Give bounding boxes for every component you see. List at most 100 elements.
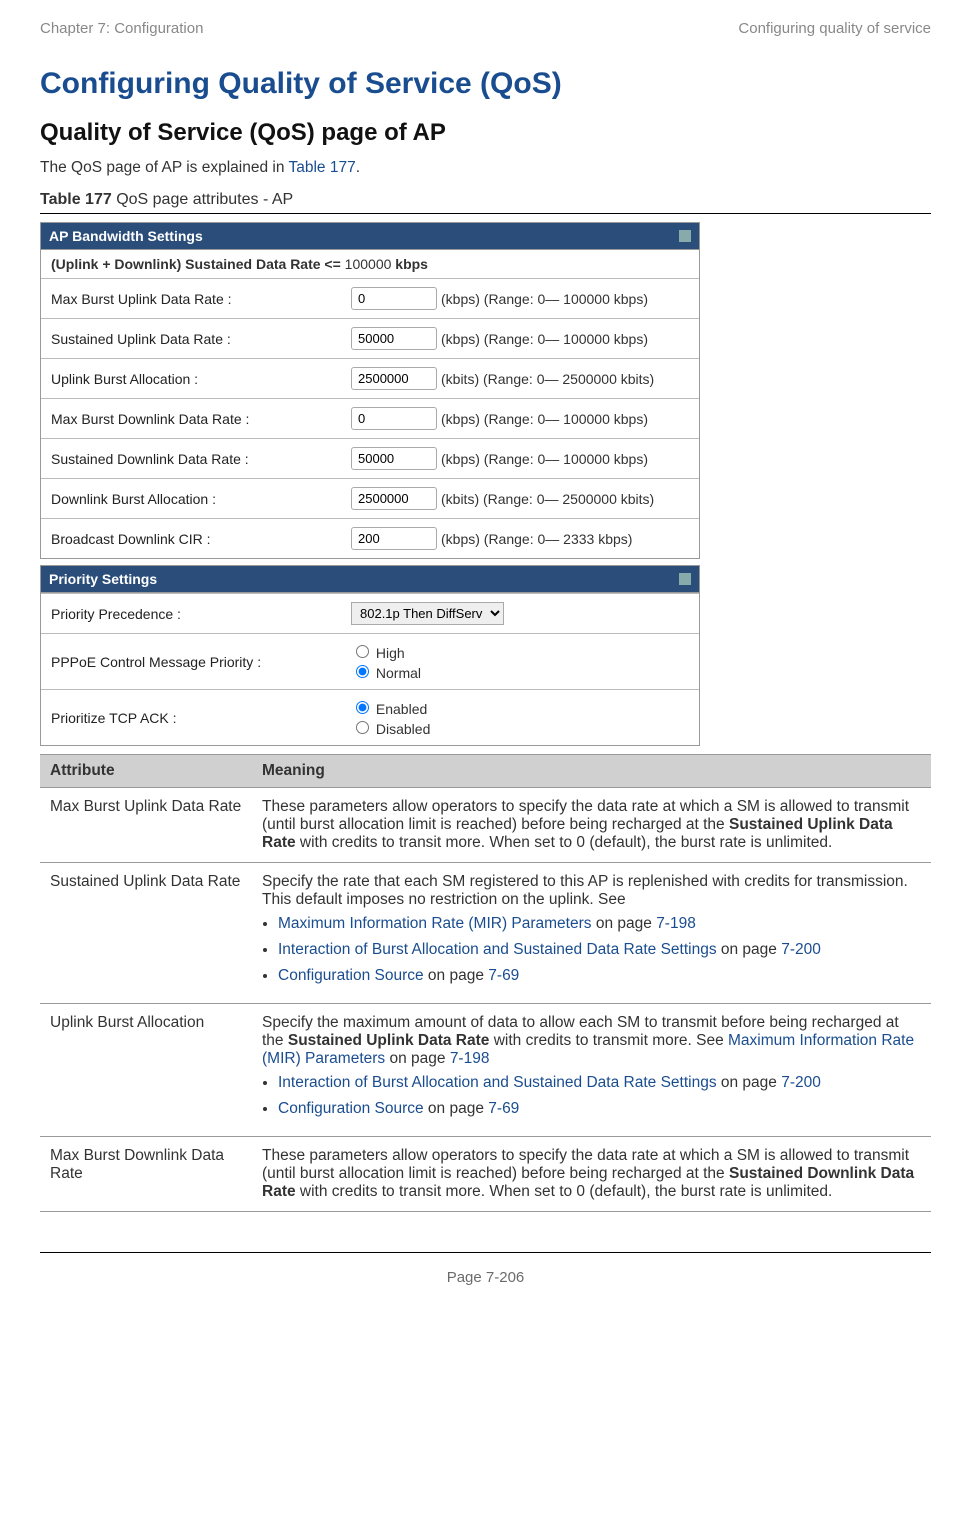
th-meaning: Meaning (252, 755, 931, 788)
r2-li1b: on page (592, 915, 657, 932)
bw-label: Uplink Burst Allocation : (51, 371, 351, 387)
header-right: Configuring quality of service (738, 20, 931, 37)
r3-page2[interactable]: 7-69 (488, 1100, 519, 1117)
r3-link2[interactable]: Configuration Source (278, 1100, 424, 1117)
r3-t2: with credits to transmit more. See (489, 1032, 728, 1049)
footer-wrap: Page 7-206 (40, 1252, 931, 1286)
table-row: Sustained Uplink Data Rate Specify the r… (40, 863, 931, 1004)
list-item: Maximum Information Rate (MIR) Parameter… (278, 915, 921, 933)
ap-bandwidth-title: AP Bandwidth Settings (49, 228, 203, 244)
th-attribute: Attribute (40, 755, 252, 788)
attr-name: Sustained Uplink Data Rate (40, 863, 252, 1004)
precedence-select[interactable]: 802.1p Then DiffServ (351, 602, 504, 625)
r2-page2[interactable]: 7-200 (781, 941, 821, 958)
tcp-row: Prioritize TCP ACK : Enabled Disabled (41, 689, 699, 745)
attr-meaning: Specify the rate that each SM registered… (252, 863, 931, 1004)
table-caption: Table 177 QoS page attributes - AP (40, 191, 931, 209)
r3-b: Sustained Uplink Data Rate (288, 1032, 490, 1049)
table-row: Uplink Burst Allocation Specify the maxi… (40, 1004, 931, 1137)
tcp-enabled-radio[interactable] (356, 701, 369, 714)
bw-label: Downlink Burst Allocation : (51, 491, 351, 507)
list-item: Configuration Source on page 7-69 (278, 1100, 921, 1118)
list-item: Interaction of Burst Allocation and Sust… (278, 1074, 921, 1092)
bw-suffix: (kbits) (Range: 0— 2500000 kbits) (441, 491, 654, 507)
priority-title: Priority Settings (49, 571, 157, 587)
tcp-disabled-text: Disabled (376, 721, 430, 737)
tcp-disabled-radio[interactable] (356, 721, 369, 734)
pppoe-normal-text: Normal (376, 665, 421, 681)
sum-val: 100000 (341, 256, 396, 272)
precedence-label: Priority Precedence : (51, 606, 351, 622)
pppoe-high[interactable]: High (351, 642, 405, 661)
sum-b2: kbps (395, 256, 428, 272)
bw-label: Max Burst Downlink Data Rate : (51, 411, 351, 427)
table-row: Max Burst Uplink Data Rate These paramet… (40, 788, 931, 863)
bw-row: Max Burst Downlink Data Rate : (kbps) (R… (41, 398, 699, 438)
attr-name: Uplink Burst Allocation (40, 1004, 252, 1137)
pppoe-normal[interactable]: Normal (351, 662, 421, 681)
pppoe-normal-radio[interactable] (356, 665, 369, 678)
page-footer: Page 7-206 (40, 1269, 931, 1286)
r3-t3b: on page (385, 1050, 450, 1067)
bw-label: Sustained Uplink Data Rate : (51, 331, 351, 347)
tcp-enabled[interactable]: Enabled (351, 698, 427, 717)
bw-suffix: (kbps) (Range: 0— 100000 kbps) (441, 331, 648, 347)
bw-input[interactable] (351, 487, 437, 510)
bw-label: Sustained Downlink Data Rate : (51, 451, 351, 467)
tcp-disabled[interactable]: Disabled (351, 718, 430, 737)
bw-input[interactable] (351, 407, 437, 430)
r2-link1[interactable]: Maximum Information Rate (MIR) Parameter… (278, 915, 592, 932)
pppoe-high-radio[interactable] (356, 645, 369, 658)
bw-suffix: (kbps) (Range: 0— 100000 kbps) (441, 451, 648, 467)
ap-bandwidth-header: AP Bandwidth Settings (41, 223, 699, 250)
precedence-row: Priority Precedence : 802.1p Then DiffSe… (41, 593, 699, 633)
tcp-enabled-text: Enabled (376, 701, 427, 717)
bw-row: Max Burst Uplink Data Rate : (kbps) (Ran… (41, 278, 699, 318)
r3-page1[interactable]: 7-200 (781, 1074, 821, 1091)
r3-page0[interactable]: 7-198 (450, 1050, 490, 1067)
attr-meaning: These parameters allow operators to spec… (252, 1137, 931, 1212)
r3-link1[interactable]: Interaction of Burst Allocation and Sust… (278, 1074, 717, 1091)
list-item: Interaction of Burst Allocation and Sust… (278, 941, 921, 959)
intro-para: The QoS page of AP is explained in Table… (40, 159, 931, 177)
page-title: Configuring Quality of Service (QoS) (40, 67, 931, 101)
intro-pre: The QoS page of AP is explained in (40, 159, 288, 176)
r2-page3[interactable]: 7-69 (488, 967, 519, 984)
table-row: Max Burst Downlink Data Rate These param… (40, 1137, 931, 1212)
list-item: Configuration Source on page 7-69 (278, 967, 921, 985)
bw-input[interactable] (351, 447, 437, 470)
bw-input[interactable] (351, 527, 437, 550)
caption-bold: Table 177 (40, 191, 112, 208)
r3-li2b: on page (424, 1100, 489, 1117)
caption-rule (40, 213, 931, 214)
r2-li3b: on page (424, 967, 489, 984)
r2-page1[interactable]: 7-198 (656, 915, 696, 932)
bw-row: Sustained Downlink Data Rate : (kbps) (R… (41, 438, 699, 478)
sum-row: (Uplink + Downlink) Sustained Data Rate … (41, 250, 699, 278)
bw-suffix: (kbps) (Range: 0— 100000 kbps) (441, 411, 648, 427)
bw-input[interactable] (351, 367, 437, 390)
bw-suffix: (kbps) (Range: 0— 100000 kbps) (441, 291, 648, 307)
bw-suffix: (kbps) (Range: 0— 2333 kbps) (441, 531, 632, 547)
priority-panel: Priority Settings Priority Precedence : … (40, 565, 700, 746)
r2-link2[interactable]: Interaction of Burst Allocation and Sust… (278, 941, 717, 958)
bw-row: Downlink Burst Allocation : (kbits) (Ran… (41, 478, 699, 518)
r2-li2b: on page (717, 941, 782, 958)
bw-input[interactable] (351, 287, 437, 310)
panel-toggle-icon[interactable] (679, 573, 691, 585)
attr-name: Max Burst Downlink Data Rate (40, 1137, 252, 1212)
sum-b1: (Uplink + Downlink) Sustained Data Rate … (51, 256, 341, 272)
r4-t2: with credits to transit more. When set t… (296, 1183, 833, 1200)
ap-bandwidth-panel: AP Bandwidth Settings (Uplink + Downlink… (40, 222, 700, 559)
r3-li1b: on page (717, 1074, 782, 1091)
bw-input[interactable] (351, 327, 437, 350)
intro-link[interactable]: Table 177 (288, 159, 355, 176)
attr-meaning: These parameters allow operators to spec… (252, 788, 931, 863)
panel-toggle-icon[interactable] (679, 230, 691, 242)
bw-label: Broadcast Downlink CIR : (51, 531, 351, 547)
r2-link3[interactable]: Configuration Source (278, 967, 424, 984)
caption-rest: QoS page attributes - AP (112, 191, 293, 208)
intro-post: . (356, 159, 360, 176)
tcp-label: Prioritize TCP ACK : (51, 710, 351, 726)
bw-row: Broadcast Downlink CIR : (kbps) (Range: … (41, 518, 699, 558)
